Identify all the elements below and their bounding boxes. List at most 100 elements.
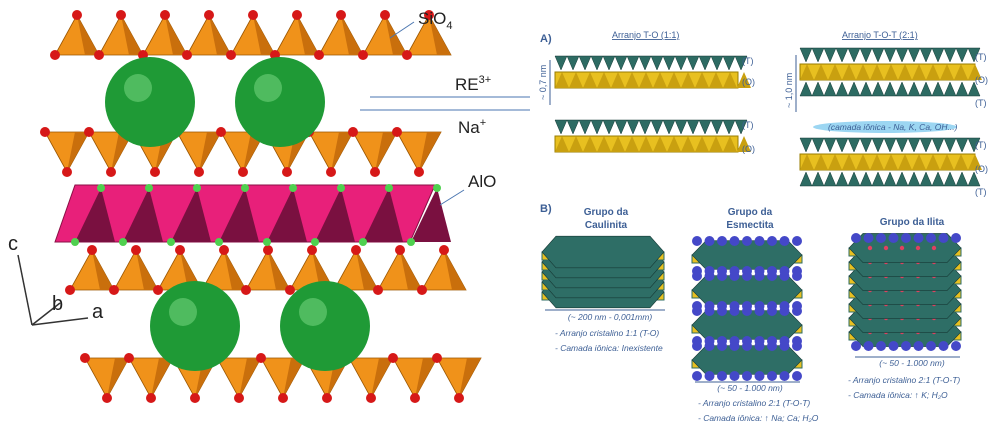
tetrahedron-shade bbox=[209, 15, 231, 55]
octahedron bbox=[912, 154, 926, 170]
tetrahedron-shade bbox=[297, 15, 319, 55]
atom bbox=[717, 371, 727, 381]
si-sheet bbox=[823, 137, 837, 153]
atom bbox=[692, 336, 702, 346]
atom bbox=[851, 341, 861, 351]
octahedron bbox=[884, 64, 898, 80]
atom bbox=[65, 285, 75, 295]
atom bbox=[424, 10, 434, 20]
si-sheet bbox=[859, 47, 873, 63]
si-sheet bbox=[943, 81, 957, 97]
re-ion-highlight bbox=[169, 298, 197, 326]
atom bbox=[80, 353, 90, 363]
thickness: ~ 0,7 nm bbox=[538, 65, 548, 100]
tetrahedron-shade bbox=[400, 250, 422, 290]
si-sheet bbox=[722, 55, 736, 71]
atom bbox=[742, 236, 752, 246]
atom bbox=[888, 233, 899, 243]
octahedron-shade bbox=[219, 188, 259, 242]
panel-title: Arranjo T-O (1:1) bbox=[612, 30, 679, 40]
tetrahedron-shade bbox=[77, 15, 99, 55]
octahedron-shade bbox=[171, 188, 211, 242]
si-sheet bbox=[883, 137, 897, 153]
group-title: Esmectita bbox=[726, 220, 774, 231]
si-sheet bbox=[895, 137, 909, 153]
atom bbox=[867, 245, 873, 251]
re-ion bbox=[235, 57, 325, 147]
atom bbox=[717, 301, 727, 311]
section-marker: B) bbox=[540, 203, 552, 215]
layer-label: (T) bbox=[975, 187, 987, 197]
tetrahedron-shade bbox=[111, 132, 133, 172]
octahedron bbox=[842, 154, 856, 170]
si-sheet bbox=[662, 119, 676, 135]
atom bbox=[439, 245, 449, 255]
si-sheet bbox=[811, 137, 825, 153]
octahedron bbox=[583, 72, 597, 88]
atom bbox=[216, 127, 226, 137]
octahedron bbox=[926, 64, 940, 80]
octahedron-shade bbox=[267, 188, 307, 242]
atom bbox=[194, 167, 204, 177]
octahedron bbox=[639, 136, 653, 152]
octahedron bbox=[940, 64, 954, 80]
atom bbox=[433, 184, 441, 192]
atom bbox=[692, 266, 702, 276]
octahedron bbox=[597, 72, 611, 88]
atom bbox=[742, 301, 752, 311]
atom bbox=[289, 184, 297, 192]
atom bbox=[40, 127, 50, 137]
atom bbox=[913, 233, 924, 243]
si-sheet bbox=[674, 55, 688, 71]
octahedron bbox=[737, 72, 751, 88]
atom bbox=[167, 238, 175, 246]
atom bbox=[779, 336, 790, 346]
si-sheet bbox=[871, 47, 885, 63]
atom bbox=[263, 245, 273, 255]
si-sheet bbox=[847, 171, 861, 187]
atom bbox=[385, 184, 393, 192]
atom bbox=[124, 353, 134, 363]
si-sheet bbox=[919, 171, 933, 187]
si-sheet bbox=[835, 137, 849, 153]
drawing bbox=[17, 10, 982, 403]
group-title: Grupo da Ilita bbox=[880, 217, 945, 228]
re-label: RE3+ bbox=[455, 74, 491, 94]
si-sheet bbox=[823, 171, 837, 187]
ionic-layer: (camada iônica - Na, K, Ca, OH...) bbox=[828, 122, 958, 132]
atom bbox=[704, 371, 715, 381]
atom bbox=[931, 245, 937, 251]
si-sheet bbox=[554, 55, 568, 71]
tetrahedron-shade bbox=[239, 358, 261, 398]
si-sheet bbox=[799, 81, 813, 97]
octahedron bbox=[723, 72, 737, 88]
si-sheet bbox=[847, 137, 861, 153]
octahedron-shade bbox=[75, 188, 115, 242]
si-sheet bbox=[626, 119, 640, 135]
atom bbox=[373, 285, 383, 295]
octahedron bbox=[639, 72, 653, 88]
octahedron bbox=[611, 136, 625, 152]
tetrahedron-shade bbox=[268, 250, 290, 290]
atom bbox=[175, 245, 185, 255]
atom bbox=[182, 50, 192, 60]
atom bbox=[204, 10, 214, 20]
atom bbox=[94, 50, 104, 60]
octahedron-shade bbox=[315, 188, 355, 242]
atom bbox=[263, 238, 271, 246]
atom bbox=[899, 245, 905, 251]
si-sheet bbox=[710, 119, 724, 135]
si-sheet bbox=[602, 119, 616, 135]
group-note: - Camada iônica: Inexistente bbox=[555, 343, 663, 353]
tetrahedron-shade bbox=[155, 132, 177, 172]
tetrahedron-shade bbox=[199, 132, 221, 172]
atom bbox=[102, 393, 112, 403]
si-sheet bbox=[895, 171, 909, 187]
octahedron bbox=[653, 72, 667, 88]
atom bbox=[901, 341, 911, 351]
layer-label: (T) bbox=[975, 52, 987, 62]
atom bbox=[926, 233, 936, 243]
atom bbox=[62, 167, 72, 177]
atom bbox=[792, 266, 802, 276]
